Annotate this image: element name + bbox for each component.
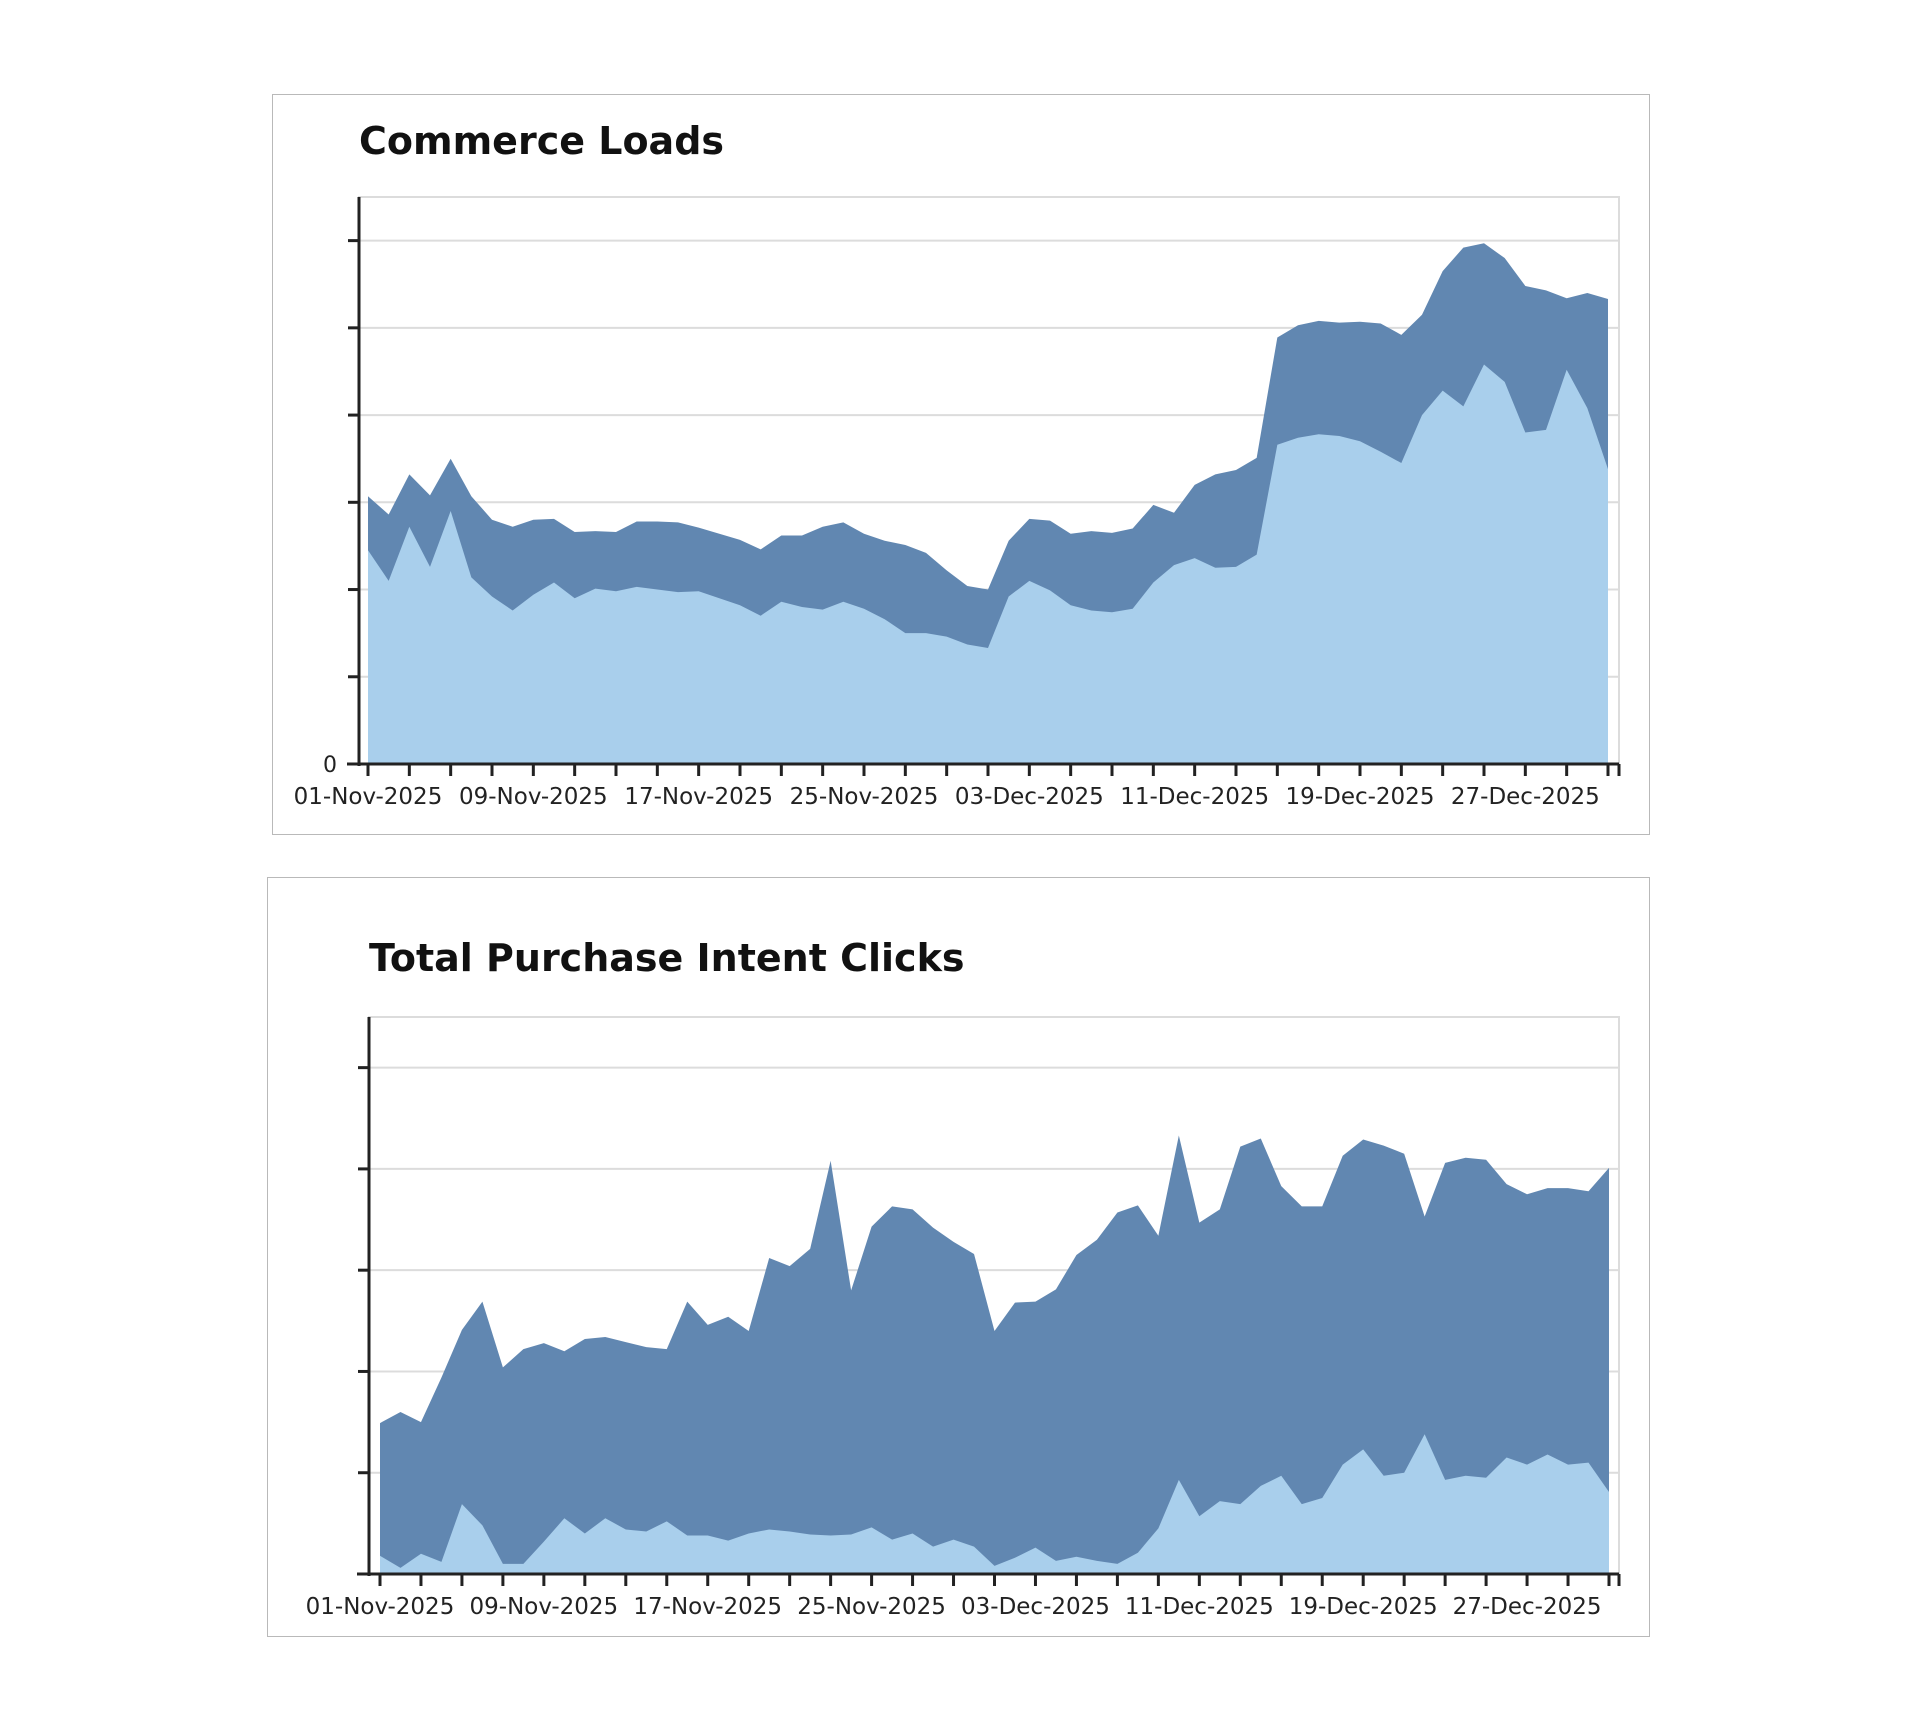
chart-title: Total Purchase Intent Clicks [369,936,965,980]
x-tick-label: 11-Dec-2025 [1120,784,1269,810]
area-series-a [368,364,1608,764]
x-tick-label: 27-Dec-2025 [1453,1594,1602,1620]
x-tick-label: 01-Nov-2025 [306,1594,455,1620]
x-tick-label: 09-Nov-2025 [459,784,608,810]
x-tick-label: 27-Dec-2025 [1451,784,1600,810]
purchase-intent-clicks-chart: 01-Nov-2025 09-Nov-2025 17-Nov-2025 25-Nov-… [306,1016,1621,1620]
x-tick-label: 17-Nov-2025 [624,784,773,810]
x-tick-label: 17-Nov-2025 [633,1594,782,1620]
x-tick-label: 25-Nov-2025 [790,784,939,810]
area-series-b [380,1135,1609,1574]
x-tick-label: 19-Dec-2025 [1289,1594,1438,1620]
area-series-a [380,1434,1609,1574]
x-tick-label: 19-Dec-2025 [1286,784,1435,810]
commerce-loads-chart: 0 01-Nov-2025 09-Nov-2025 17-Nov-2025 25-Nov… [294,196,1621,810]
x-tick-label: 03-Dec-2025 [961,1594,1110,1620]
x-tick-label: 01-Nov-2025 [294,784,443,810]
x-tick-label: 25-Nov-2025 [797,1594,946,1620]
x-tick-label: 03-Dec-2025 [955,784,1104,810]
commerce-loads-chart-panel: Commerce Loads 0 01-Nov-2025 09-Nov-2025 17… [272,94,1650,835]
y-tick-label: 0 [323,753,337,778]
chart-title: Commerce Loads [359,119,725,163]
purchase-intent-clicks-chart-panel: Total Purchase Intent Clicks 01-Nov-2025… [267,877,1650,1637]
x-tick-label: 09-Nov-2025 [470,1594,619,1620]
x-tick-label: 11-Dec-2025 [1125,1594,1274,1620]
